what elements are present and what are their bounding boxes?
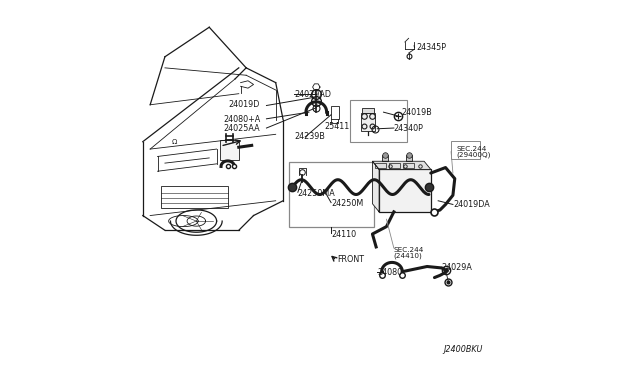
Text: 24019B: 24019B bbox=[401, 108, 432, 117]
Text: 24019DA: 24019DA bbox=[454, 200, 490, 209]
Text: 24029A: 24029A bbox=[442, 263, 473, 272]
Text: 24239B: 24239B bbox=[294, 132, 325, 141]
Text: FRONT: FRONT bbox=[338, 255, 365, 264]
Bar bbox=[376, 163, 386, 168]
Text: SEC.244: SEC.244 bbox=[456, 146, 487, 152]
Text: 24019D: 24019D bbox=[229, 100, 260, 109]
Polygon shape bbox=[372, 161, 379, 212]
Text: 24250MA: 24250MA bbox=[298, 189, 335, 198]
Text: 24029AD: 24029AD bbox=[294, 90, 331, 99]
Bar bbox=[289, 162, 374, 227]
Bar bbox=[360, 113, 376, 131]
Polygon shape bbox=[372, 161, 431, 169]
Bar bbox=[379, 169, 431, 212]
Bar bbox=[389, 163, 400, 168]
Text: 24080: 24080 bbox=[377, 268, 403, 277]
Bar bbox=[331, 106, 339, 119]
Bar bbox=[406, 155, 412, 161]
Text: 24345P: 24345P bbox=[416, 43, 446, 52]
Bar bbox=[161, 186, 228, 208]
Bar bbox=[381, 155, 388, 161]
Bar bbox=[362, 109, 374, 113]
Text: (29400Q): (29400Q) bbox=[456, 152, 491, 158]
Text: 24250M: 24250M bbox=[331, 199, 364, 208]
Text: 24340P: 24340P bbox=[394, 124, 424, 133]
Bar bbox=[403, 163, 414, 168]
Text: 24025AA: 24025AA bbox=[223, 124, 260, 133]
Text: SEC.244: SEC.244 bbox=[394, 247, 424, 253]
Text: (24410): (24410) bbox=[394, 252, 422, 259]
Bar bbox=[220, 140, 239, 160]
Text: 25411: 25411 bbox=[324, 122, 349, 131]
Text: 24080+A: 24080+A bbox=[223, 115, 260, 124]
Text: 24110: 24110 bbox=[331, 230, 356, 239]
Bar bbox=[451, 141, 480, 160]
Text: J2400BKU: J2400BKU bbox=[443, 345, 483, 354]
Bar bbox=[349, 100, 407, 142]
Text: Ω: Ω bbox=[172, 139, 177, 145]
